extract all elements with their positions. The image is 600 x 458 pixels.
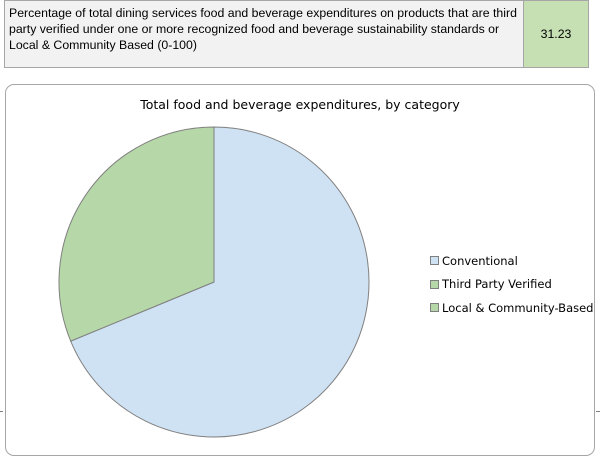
summary-value: 31.23 [524, 1, 588, 67]
legend-item-conventional: Conventional [430, 249, 593, 273]
pie-slice-conventional [70, 126, 370, 438]
chart-panel: Total food and beverage expenditures, by… [5, 84, 595, 456]
left-edge-rule [0, 411, 3, 412]
legend-item-local-community-based: Local & Community-Based [430, 296, 593, 320]
legend-swatch-conventional [430, 256, 439, 266]
chart-legend: Conventional Third Party Verified Local … [430, 249, 593, 320]
legend-swatch-third-party-verified [430, 279, 439, 289]
legend-item-third-party-verified: Third Party Verified [430, 273, 593, 297]
right-edge-rule [596, 411, 600, 412]
legend-label-conventional: Conventional [442, 253, 518, 268]
summary-label: Percentage of total dining services food… [5, 1, 524, 67]
legend-label-local-community-based: Local & Community-Based [442, 300, 594, 315]
legend-label-third-party-verified: Third Party Verified [442, 277, 552, 292]
chart-title: Total food and beverage expenditures, by… [140, 97, 460, 112]
pie-slice-third-party-verified [58, 126, 215, 342]
legend-swatch-local-community-based [430, 303, 439, 313]
pie-chart [58, 126, 370, 438]
summary-row: Percentage of total dining services food… [4, 0, 589, 68]
